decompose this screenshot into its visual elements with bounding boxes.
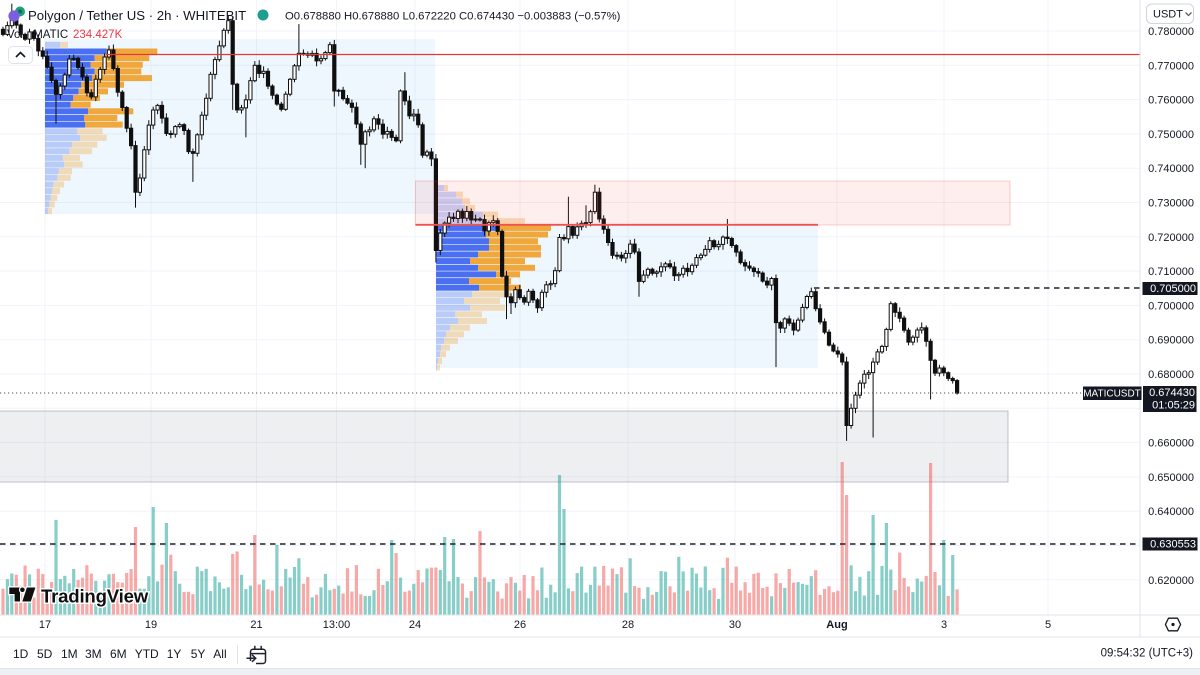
svg-text:3M: 3M <box>85 647 102 661</box>
svg-text:1Y: 1Y <box>167 647 182 661</box>
svg-text:0.620000: 0.620000 <box>1148 575 1194 587</box>
svg-text:0.640000: 0.640000 <box>1148 506 1194 518</box>
svg-text:30: 30 <box>729 619 741 631</box>
svg-text:0.720000: 0.720000 <box>1148 232 1194 244</box>
svg-text:1D: 1D <box>13 647 29 661</box>
svg-text:09:54:32 (UTC+3): 09:54:32 (UTC+3) <box>1101 648 1194 660</box>
svg-text:5: 5 <box>1045 619 1051 631</box>
svg-text:0.630553: 0.630553 <box>1150 539 1196 551</box>
svg-text:0.690000: 0.690000 <box>1148 335 1194 347</box>
svg-text:0.730000: 0.730000 <box>1148 198 1194 210</box>
svg-text:Vol · MATIC: Vol · MATIC <box>7 29 68 41</box>
svg-text:All: All <box>213 647 226 661</box>
svg-text:19: 19 <box>145 619 157 631</box>
svg-text:6M: 6M <box>110 647 127 661</box>
svg-text:0.705000: 0.705000 <box>1150 283 1196 295</box>
svg-text:28: 28 <box>622 619 634 631</box>
svg-text:0.750000: 0.750000 <box>1148 129 1194 141</box>
svg-text:Polygon / Tether US · 2h · WHI: Polygon / Tether US · 2h · WHITEBIT <box>28 8 246 23</box>
svg-text:17: 17 <box>39 619 51 631</box>
svg-text:YTD: YTD <box>135 647 159 661</box>
svg-text:5Y: 5Y <box>191 647 206 661</box>
svg-text:0.660000: 0.660000 <box>1148 438 1194 450</box>
svg-text:1M: 1M <box>61 647 78 661</box>
svg-text:0.674430: 0.674430 <box>1149 387 1195 399</box>
svg-text:26: 26 <box>514 619 526 631</box>
svg-text:0.700000: 0.700000 <box>1148 300 1194 312</box>
svg-text:TradingView: TradingView <box>41 586 149 607</box>
svg-text:3: 3 <box>941 619 947 631</box>
svg-text:0.650000: 0.650000 <box>1148 472 1194 484</box>
svg-text:0.680000: 0.680000 <box>1148 369 1194 381</box>
svg-text:O0.678880 H0.678880 L0.672220: O0.678880 H0.678880 L0.672220 C0.674430 … <box>285 11 621 23</box>
svg-text:0.770000: 0.770000 <box>1148 60 1194 72</box>
svg-text:01:05:29: 01:05:29 <box>1152 400 1195 412</box>
svg-text:21: 21 <box>250 619 262 631</box>
svg-text:0.740000: 0.740000 <box>1148 163 1194 175</box>
svg-text:234.427K: 234.427K <box>73 29 123 41</box>
svg-text:5D: 5D <box>37 647 53 661</box>
svg-text:13:00: 13:00 <box>323 619 351 631</box>
svg-text:0.780000: 0.780000 <box>1148 26 1194 38</box>
svg-text:Aug: Aug <box>826 619 847 631</box>
svg-text:MATICUSDT: MATICUSDT <box>1083 389 1141 400</box>
svg-text:0.760000: 0.760000 <box>1148 95 1194 107</box>
svg-text:0.710000: 0.710000 <box>1148 266 1194 278</box>
svg-text:24: 24 <box>409 619 421 631</box>
svg-text:USDT: USDT <box>1153 9 1183 21</box>
